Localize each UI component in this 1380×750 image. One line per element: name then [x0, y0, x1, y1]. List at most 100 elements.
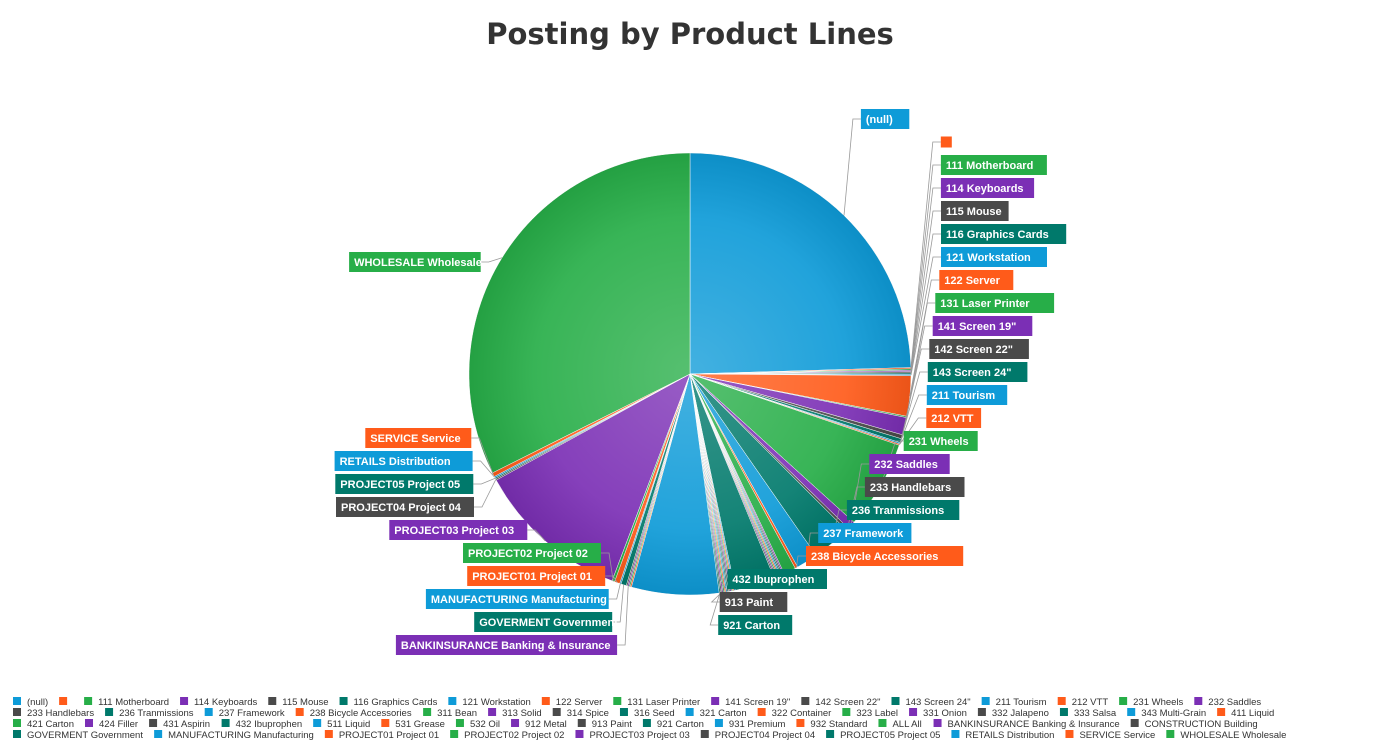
legend-swatch — [977, 708, 986, 716]
legend-swatch — [933, 719, 942, 727]
legend-item-null[interactable]: (null) — [13, 697, 48, 708]
legend-label: RETAILS Distribution — [965, 730, 1054, 741]
label-connector — [617, 586, 629, 646]
legend-item-all-all[interactable]: ALL All — [878, 719, 922, 730]
legend-item-121-workstation[interactable]: 121 Workstation — [448, 697, 531, 708]
legend-item-retails-distribution[interactable]: RETAILS Distribution — [951, 730, 1054, 741]
legend-item-313-solid[interactable]: 313 Solid — [488, 708, 542, 719]
legend-label: 912 Metal — [525, 719, 567, 730]
legend-item-431-aspirin[interactable]: 431 Aspirin — [149, 719, 210, 730]
legend-item-project03-project-03[interactable]: PROJECT03 Project 03 — [575, 730, 690, 741]
legend-item-231-wheels[interactable]: 231 Wheels — [1119, 697, 1184, 708]
legend-label: PROJECT03 Project 03 — [589, 730, 689, 741]
data-label: 913 Paint — [725, 597, 774, 609]
legend-item-912-metal[interactable]: 912 Metal — [511, 719, 567, 730]
legend-swatch — [981, 697, 990, 705]
legend-swatch — [642, 719, 651, 727]
legend-item-233-handlebars[interactable]: 233 Handlebars — [13, 708, 94, 719]
legend-item-project05-project-05[interactable]: PROJECT05 Project 05 — [826, 730, 940, 741]
legend-item-333-salsa[interactable]: 333 Salsa — [1059, 708, 1117, 719]
legend-item-122-server[interactable]: 122 Server — [541, 697, 602, 708]
legend-item-236-tranmissions[interactable]: 236 Tranmissions — [105, 708, 194, 719]
legend-item-project04-project-04[interactable]: PROJECT04 Project 04 — [700, 730, 815, 741]
legend-item-143-screen-24[interactable]: 143 Screen 24" — [891, 697, 971, 708]
legend-item-111-motherboard[interactable]: 111 Motherboard — [84, 697, 169, 708]
data-label-box — [349, 252, 481, 272]
legend-item-332-jalapeno[interactable]: 332 Jalapeno — [977, 708, 1049, 719]
legend-item-142-screen-22[interactable]: 142 Screen 22" — [801, 697, 880, 708]
data-label-box — [467, 566, 606, 586]
legend-swatch — [221, 719, 230, 727]
legend-item-construction-building[interactable]: CONSTRUCTION Building — [1130, 719, 1258, 730]
legend-label: 142 Screen 22" — [815, 697, 880, 708]
legend-item-manufacturing-manufacturing[interactable]: MANUFACTURING Manufacturing — [154, 730, 314, 741]
legend-item-211-tourism[interactable]: 211 Tourism — [981, 697, 1047, 708]
legend-item-115-mouse[interactable]: 115 Mouse — [268, 697, 329, 708]
data-label: (null) — [866, 114, 893, 126]
legend-swatch — [154, 730, 163, 738]
legend-item-project01-project-01[interactable]: PROJECT01 Project 01 — [324, 730, 439, 741]
legend-item-913-paint[interactable]: 913 Paint — [577, 719, 633, 730]
legend-item-316-seed[interactable]: 316 Seed — [619, 708, 675, 719]
data-label: PROJECT02 Project 02 — [468, 548, 588, 560]
legend-item-131-laser-printer[interactable]: 131 Laser Printer — [613, 697, 700, 708]
label-connector — [480, 257, 503, 263]
legend-item-432-ibuprophen[interactable]: 432 Ibuprophen — [221, 719, 303, 730]
legend-item-goverment-government[interactable]: GOVERMENT Government — [13, 730, 143, 741]
legend-label: 932 Standard — [810, 719, 867, 730]
data-label-box — [336, 497, 474, 517]
legend-label: 424 Filler — [99, 719, 138, 730]
legend-item-311-bean[interactable]: 311 Bean — [423, 708, 477, 719]
legend-item-232-saddles[interactable]: 232 Saddles — [1194, 697, 1261, 708]
legend-label: 931 Premium — [729, 719, 786, 730]
legend-item-238-bicycle-accessories[interactable]: 238 Bicycle Accessories — [295, 708, 412, 719]
legend-item-blank[interactable] — [59, 697, 68, 705]
data-label-box — [818, 523, 912, 543]
data-label-box — [940, 155, 1047, 175]
legend-item-511-liquid[interactable]: 511 Liquid — [313, 719, 370, 730]
legend-label: 411 Liquid — [1231, 708, 1274, 719]
legend-swatch — [826, 730, 835, 738]
legend-item-116-graphics-cards[interactable]: 116 Graphics Cards — [339, 697, 438, 708]
legend-item-141-screen-19[interactable]: 141 Screen 19" — [711, 697, 790, 708]
legend-swatch — [13, 719, 21, 727]
legend-label: 913 Paint — [592, 719, 633, 730]
legend-item-421-carton[interactable]: 421 Carton — [13, 719, 74, 730]
legend-item-323-label[interactable]: 323 Label — [842, 708, 898, 719]
legend-item-531-grease[interactable]: 531 Grease — [381, 719, 445, 730]
legend-item-114-keyboards[interactable]: 114 Keyboards — [180, 697, 258, 708]
legend-item-921-carton[interactable]: 921 Carton — [642, 719, 704, 730]
legend-item-331-onion[interactable]: 331 Onion — [909, 708, 967, 719]
legend-item-532-oil[interactable]: 532 Oil — [455, 719, 500, 730]
legend-swatch — [423, 708, 432, 716]
legend-item-wholesale-wholesale[interactable]: WHOLESALE Wholesale — [1166, 730, 1286, 741]
legend-item-314-spice[interactable]: 314 Spice — [552, 708, 609, 719]
label-connector — [909, 279, 940, 397]
legend-item-322-container[interactable]: 322 Container — [757, 708, 832, 719]
legend-item-237-framework[interactable]: 237 Framework — [204, 708, 285, 719]
data-label: 142 Screen 22" — [934, 344, 1013, 356]
legend-item-321-carton[interactable]: 321 Carton — [685, 708, 747, 719]
legend-item-service-service[interactable]: SERVICE Service — [1065, 730, 1155, 741]
legend-item-932-standard[interactable]: 932 Standard — [796, 719, 867, 730]
legend-label: 115 Mouse — [282, 697, 328, 708]
legend-swatch — [801, 697, 810, 705]
legend-label: PROJECT02 Project 02 — [464, 730, 564, 741]
legend-label: 116 Graphics Cards — [354, 697, 438, 708]
legend-item-212-vtt[interactable]: 212 VTT — [1057, 697, 1109, 708]
legend-item-bankinsurance-banking-insurance[interactable]: BANKINSURANCE Banking & Insurance — [933, 719, 1120, 730]
legend-item-424-filler[interactable]: 424 Filler — [85, 719, 138, 730]
legend-item-411-liquid[interactable]: 411 Liquid — [1217, 708, 1274, 719]
legend-swatch — [842, 708, 851, 716]
legend-label: 231 Wheels — [1133, 697, 1183, 708]
label-connector — [473, 477, 496, 485]
data-label: 237 Framework — [823, 528, 904, 540]
legend-item-project02-project-02[interactable]: PROJECT02 Project 02 — [450, 730, 564, 741]
legend-item-931-premium[interactable]: 931 Premium — [714, 719, 786, 730]
legend-swatch — [84, 697, 93, 705]
data-label-box — [365, 428, 472, 448]
legend-swatch — [381, 719, 390, 727]
pie-slice-null[interactable] — [689, 152, 912, 375]
legend-item-343-multi-grain[interactable]: 343 Multi-Grain — [1127, 708, 1206, 719]
label-connector — [472, 460, 495, 478]
